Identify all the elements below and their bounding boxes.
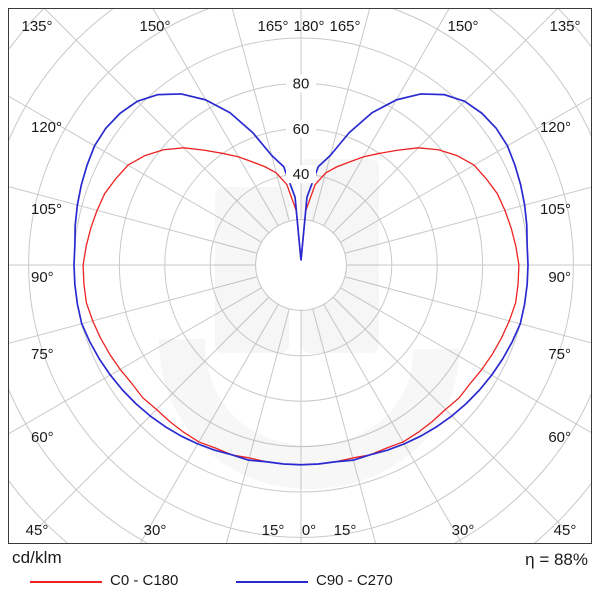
svg-text:135°: 135°: [21, 18, 52, 35]
legend-label-c0-c180: C0 - C180: [110, 572, 179, 589]
svg-text:45°: 45°: [554, 522, 577, 539]
svg-text:30°: 30°: [452, 522, 475, 539]
efficiency-label: η = 88%: [525, 550, 588, 569]
svg-text:105°: 105°: [31, 201, 62, 218]
svg-text:150°: 150°: [139, 18, 170, 35]
legend-swatch-c0-c180: [30, 581, 102, 584]
svg-text:75°: 75°: [31, 346, 54, 363]
polar-plot-svg: 40 60 80 135° 150° 165° 180° 165° 150° 135° 45° 30°…: [9, 9, 591, 543]
svg-text:30°: 30°: [144, 522, 167, 539]
legend-swatch-c90-c270: [236, 581, 308, 584]
svg-text:0°: 0°: [302, 522, 316, 539]
svg-text:60: 60: [293, 121, 310, 138]
polar-plot-frame: 40 60 80 135° 150° 165° 180° 165° 150° 135° 45° 30°…: [8, 8, 592, 544]
svg-text:90°: 90°: [548, 269, 571, 286]
svg-text:15°: 15°: [334, 522, 357, 539]
svg-text:60°: 60°: [31, 429, 54, 446]
svg-text:120°: 120°: [540, 119, 571, 136]
svg-text:135°: 135°: [549, 18, 580, 35]
svg-text:75°: 75°: [548, 346, 571, 363]
legend-label-c90-c270: C90 - C270: [316, 572, 393, 589]
svg-text:45°: 45°: [26, 522, 49, 539]
svg-text:165°: 165°: [257, 18, 288, 35]
svg-text:150°: 150°: [447, 18, 478, 35]
svg-text:90°: 90°: [31, 269, 54, 286]
svg-text:105°: 105°: [540, 201, 571, 218]
unit-label: cd/klm: [12, 548, 62, 567]
svg-text:40: 40: [293, 166, 310, 183]
svg-text:180°: 180°: [293, 18, 324, 35]
svg-text:80: 80: [293, 75, 310, 92]
svg-text:120°: 120°: [31, 119, 62, 136]
svg-text:60°: 60°: [548, 429, 571, 446]
svg-text:15°: 15°: [262, 522, 285, 539]
chart-legend: cd/klm η = 88% C0 - C180 C90 - C270: [8, 548, 592, 594]
svg-text:165°: 165°: [329, 18, 360, 35]
